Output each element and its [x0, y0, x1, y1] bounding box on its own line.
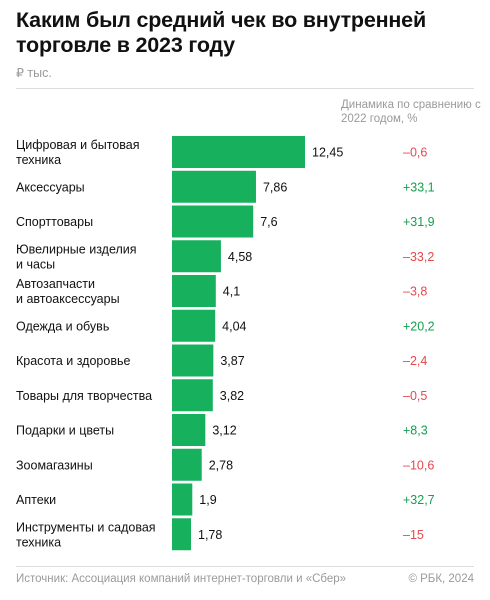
bar [172, 414, 206, 446]
category-label-line: Красота и здоровье [16, 354, 130, 368]
bar [172, 205, 254, 238]
bar [172, 309, 216, 342]
category-label-line: и автоаксессуары [16, 292, 120, 306]
bar-value-label: 12,45 [312, 146, 343, 160]
category-label-line: Подарки и цветы [16, 424, 114, 438]
bar-value-label: 2,78 [209, 458, 233, 472]
category-label-line: техника [16, 153, 61, 167]
chart-title: Каким был средний чек во внутренней торг… [16, 8, 426, 57]
category-label-line: Аптеки [16, 493, 56, 507]
bar [172, 240, 221, 273]
change-value-label: +32,7 [403, 493, 435, 507]
category-label-line: Цифровая и бытовая [16, 138, 139, 152]
bar [172, 379, 213, 412]
bar [172, 136, 305, 168]
bar [172, 483, 193, 516]
bar-value-label: 3,82 [220, 389, 244, 403]
source-note: Источник: Ассоциация компаний интернет-т… [16, 573, 347, 585]
bar-value-label: 4,58 [228, 250, 252, 264]
change-value-label: +8,3 [403, 424, 428, 438]
bar-value-label: 7,86 [263, 180, 287, 194]
bar-value-label: 1,9 [199, 493, 216, 507]
bar-value-label: 4,1 [223, 285, 240, 299]
bar-value-label: 7,6 [260, 215, 277, 229]
category-label: Зоомагазины [16, 458, 93, 472]
bar-value-label: 3,12 [212, 424, 236, 438]
bottom-divider [16, 566, 474, 567]
category-label-line: Инструменты и садовая [16, 520, 156, 534]
bar [172, 344, 214, 377]
category-label: Инструменты и садовая техника [16, 520, 156, 549]
top-divider [16, 88, 474, 89]
category-label: Товары для творчества [16, 389, 152, 403]
category-label: Аксессуары [16, 180, 85, 194]
category-label: Красота и здоровье [16, 354, 130, 368]
category-label-line: Автозапчасти [16, 277, 95, 291]
change-value-label: –0,6 [403, 146, 427, 160]
change-value-label: –33,2 [403, 250, 434, 264]
change-value-label: +20,2 [403, 319, 435, 333]
bar-value-label: 3,87 [220, 354, 244, 368]
change-value-label: –10,6 [403, 458, 434, 472]
change-value-label: +33,1 [403, 180, 435, 194]
change-value-label: –15 [403, 528, 424, 542]
category-label-line: Зоомагазины [16, 458, 93, 472]
bar-value-label: 4,04 [222, 319, 246, 333]
bar [172, 518, 192, 551]
category-label-line: техника [16, 535, 61, 549]
category-label-line: Аксессуары [16, 180, 85, 194]
change-value-label: –3,8 [403, 285, 427, 299]
unit-label: ₽ тыс. [16, 66, 52, 80]
bar [172, 170, 256, 203]
change-value-label: +31,9 [403, 215, 435, 229]
category-label: Подарки и цветы [16, 424, 114, 438]
category-label-line: и часы [16, 257, 55, 271]
category-label-line: Одежда и обувь [16, 319, 109, 333]
category-label: Цифровая и бытовая техника [16, 138, 139, 167]
change-column-header: Динамика по сравнению с 2022 годом, % [341, 99, 481, 125]
category-label-line: Ювелирные изделия [16, 242, 137, 256]
category-label: Одежда и обувь [16, 319, 109, 333]
category-label: Ювелирные изделия и часы [16, 242, 137, 271]
category-label-line: Спорттовары [16, 215, 93, 229]
bar-value-label: 1,78 [198, 528, 222, 542]
category-label: Спорттовары [16, 215, 93, 229]
category-label-line: Товары для творчества [16, 389, 152, 403]
copyright-note: © РБК, 2024 [408, 573, 474, 585]
change-value-label: –2,4 [403, 354, 427, 368]
category-label: Аптеки [16, 493, 56, 507]
category-label: Автозапчасти и автоаксессуары [16, 277, 120, 306]
change-value-label: –0,5 [403, 389, 427, 403]
bar [172, 275, 216, 307]
bar [172, 448, 202, 481]
